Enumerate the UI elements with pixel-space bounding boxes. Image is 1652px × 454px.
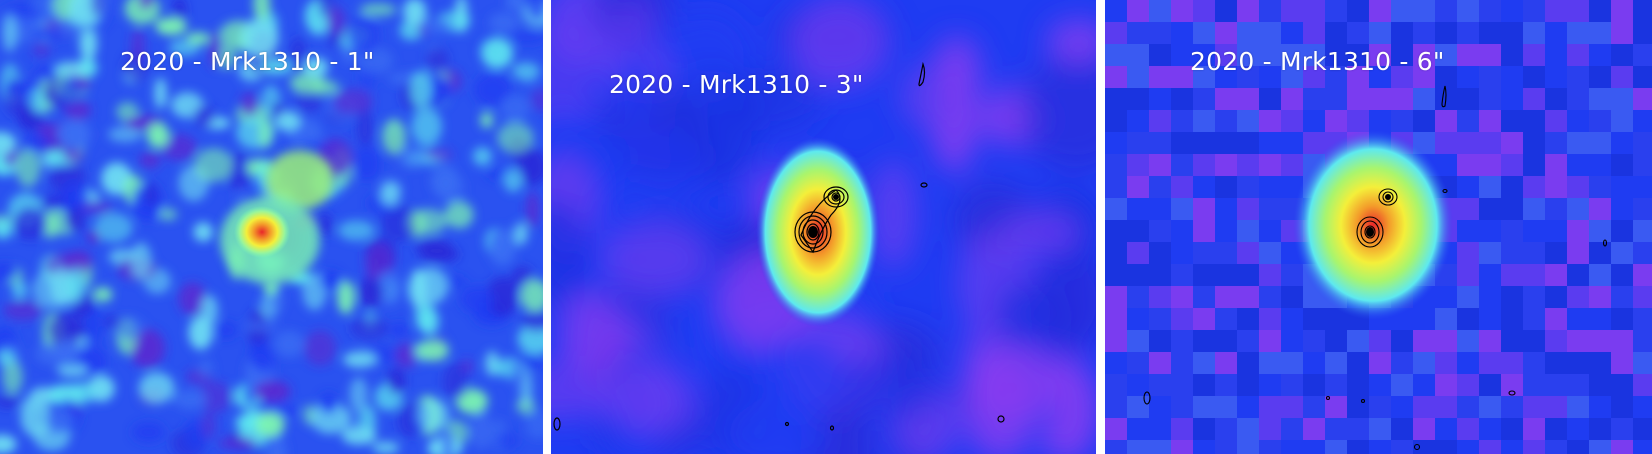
noise-field: [0, 0, 543, 454]
contour-core-fill: [808, 194, 839, 238]
map-panel-1arcsec: 2020 - Mrk1310 - 1": [0, 0, 543, 454]
contour-core-fill: [1366, 194, 1391, 237]
radio-map-image-3: [1105, 0, 1652, 454]
panel-title-3: 2020 - Mrk1310 - 6": [1190, 47, 1445, 76]
contour-overlay: [553, 61, 1005, 431]
source-core-3: [1293, 130, 1453, 320]
map-panel-6arcsec: 2020 - Mrk1310 - 6": [1105, 0, 1652, 454]
radio-map-image-1: [0, 0, 543, 454]
radio-map-image-2: [551, 0, 1096, 454]
contour-overlay: [1143, 85, 1608, 451]
source-core-1: [234, 206, 290, 258]
map-panel-3arcsec: 2020 - Mrk1310 - 3": [551, 0, 1096, 454]
panel-title-1: 2020 - Mrk1310 - 1": [120, 47, 375, 76]
panel-title-2: 2020 - Mrk1310 - 3": [609, 70, 864, 99]
pixel-grid: [1105, 0, 1652, 454]
